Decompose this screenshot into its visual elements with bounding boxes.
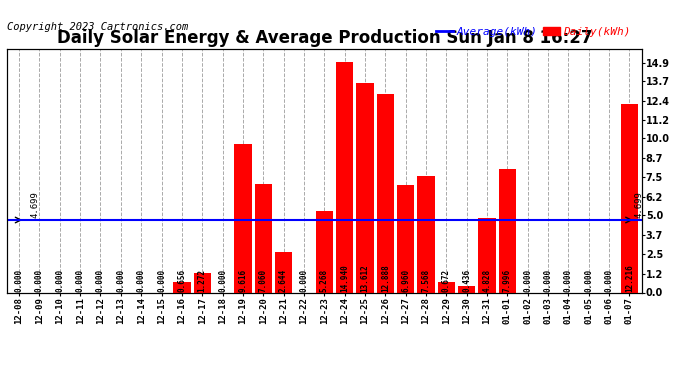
Text: 12.216: 12.216 — [625, 264, 634, 292]
Text: 0.000: 0.000 — [35, 268, 44, 292]
Text: 0.000: 0.000 — [14, 268, 23, 292]
Bar — [194, 273, 211, 292]
Text: 4.699: 4.699 — [31, 191, 40, 218]
Text: 0.000: 0.000 — [584, 268, 593, 292]
Bar — [356, 82, 374, 292]
Text: 0.000: 0.000 — [604, 268, 613, 292]
Text: 14.940: 14.940 — [340, 264, 349, 292]
Text: 0.000: 0.000 — [299, 268, 308, 292]
Legend: Average(kWh), Daily(kWh): Average(kWh), Daily(kWh) — [432, 22, 635, 42]
Bar — [275, 252, 293, 292]
Text: 0.000: 0.000 — [117, 268, 126, 292]
Text: 0.000: 0.000 — [55, 268, 64, 292]
Text: 0.000: 0.000 — [218, 268, 227, 292]
Text: 0.436: 0.436 — [462, 268, 471, 292]
Text: 0.656: 0.656 — [177, 268, 186, 292]
Bar — [255, 184, 272, 292]
Bar — [377, 94, 394, 292]
Text: Copyright 2023 Cartronics.com: Copyright 2023 Cartronics.com — [7, 22, 188, 33]
Text: 7.996: 7.996 — [503, 268, 512, 292]
Bar — [315, 211, 333, 292]
Text: 5.268: 5.268 — [319, 268, 329, 292]
Bar — [336, 62, 353, 292]
Bar — [458, 286, 475, 292]
Bar — [173, 282, 190, 292]
Text: 4.699: 4.699 — [634, 191, 643, 218]
Bar — [499, 169, 516, 292]
Text: 0.000: 0.000 — [523, 268, 532, 292]
Bar — [478, 218, 495, 292]
Text: 0.000: 0.000 — [157, 268, 166, 292]
Title: Daily Solar Energy & Average Production Sun Jan 8 16:27: Daily Solar Energy & Average Production … — [57, 29, 592, 47]
Bar — [235, 144, 252, 292]
Text: 0.000: 0.000 — [76, 268, 85, 292]
Bar — [397, 185, 414, 292]
Text: 1.272: 1.272 — [198, 268, 207, 292]
Text: 6.960: 6.960 — [401, 268, 410, 292]
Bar — [621, 104, 638, 292]
Text: 0.672: 0.672 — [442, 268, 451, 292]
Text: 0.000: 0.000 — [544, 268, 553, 292]
Text: 7.568: 7.568 — [422, 268, 431, 292]
Bar — [437, 282, 455, 292]
Text: 9.616: 9.616 — [239, 268, 248, 292]
Bar — [417, 176, 435, 292]
Text: 0.000: 0.000 — [137, 268, 146, 292]
Text: 4.828: 4.828 — [482, 268, 491, 292]
Text: 0.000: 0.000 — [564, 268, 573, 292]
Text: 13.612: 13.612 — [360, 264, 369, 292]
Text: 0.000: 0.000 — [96, 268, 105, 292]
Text: 2.644: 2.644 — [279, 268, 288, 292]
Text: 7.060: 7.060 — [259, 268, 268, 292]
Text: 12.888: 12.888 — [381, 264, 390, 292]
